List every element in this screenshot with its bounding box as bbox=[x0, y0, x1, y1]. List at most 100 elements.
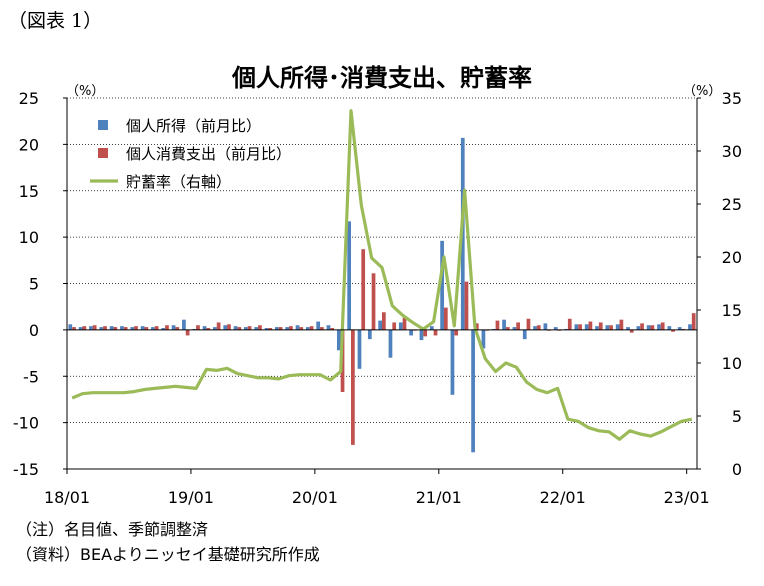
saving-rate-line bbox=[71, 109, 693, 441]
note-line: （注）名目値、季節調整済 bbox=[16, 520, 209, 539]
consumption-bar bbox=[382, 312, 386, 330]
consumption-bar bbox=[237, 327, 242, 330]
gridlines bbox=[67, 97, 697, 424]
income-bar bbox=[398, 322, 403, 330]
income-bar bbox=[440, 240, 444, 330]
consumption-bar bbox=[660, 322, 665, 330]
income-bar bbox=[336, 329, 341, 351]
consumption-bar bbox=[443, 307, 448, 330]
consumption-bar bbox=[526, 318, 531, 330]
bar-series bbox=[68, 137, 696, 453]
income-bar bbox=[244, 327, 248, 330]
legend-label: 個人消費支出（前月比） bbox=[126, 145, 291, 163]
consumption-bar bbox=[82, 326, 87, 330]
left-tick-label: 5 bbox=[29, 275, 39, 294]
income-bar bbox=[275, 327, 279, 330]
legend-label: 個人所得（前月比） bbox=[126, 117, 261, 135]
income-bar bbox=[316, 321, 321, 330]
income-bar bbox=[305, 327, 310, 330]
consumption-bar bbox=[650, 325, 655, 330]
consumption-bar bbox=[671, 329, 675, 332]
consumption-bar bbox=[578, 324, 582, 330]
chart-title: 個人所得･消費支出、貯蓄率 bbox=[232, 64, 532, 92]
consumption-bar bbox=[206, 328, 211, 330]
x-tick-label: 18/01 bbox=[44, 488, 90, 507]
income-bar bbox=[615, 324, 620, 330]
income-bar bbox=[584, 324, 589, 330]
income-bar bbox=[130, 327, 135, 330]
source-line: （資料）BEAよりニッセイ基礎研究所作成 bbox=[16, 545, 320, 564]
left-tick-label: -10 bbox=[13, 414, 39, 433]
income-bar bbox=[182, 319, 186, 330]
consumption-bar bbox=[371, 273, 376, 330]
income-bar bbox=[388, 329, 393, 358]
income-bar bbox=[595, 326, 599, 330]
income-bar bbox=[378, 320, 382, 330]
x-tick-label: 21/01 bbox=[416, 488, 462, 507]
consumption-bar bbox=[268, 328, 273, 330]
consumption-bar bbox=[454, 329, 459, 336]
income-bar bbox=[512, 327, 517, 330]
income-bar bbox=[161, 328, 166, 330]
income-bar bbox=[657, 324, 661, 330]
income-bar bbox=[120, 326, 124, 330]
consumption-bar bbox=[423, 329, 428, 337]
right-tick-label: 5 bbox=[732, 407, 742, 426]
income-bar bbox=[471, 329, 475, 453]
right-axis-unit: （%） bbox=[683, 84, 722, 99]
consumption-bar bbox=[289, 326, 293, 330]
left-tick-label: -15 bbox=[13, 460, 39, 479]
line-series bbox=[71, 109, 693, 441]
income-bar bbox=[502, 319, 506, 330]
right-tick-label: 15 bbox=[722, 301, 742, 320]
consumption-bar bbox=[433, 329, 438, 336]
income-bar bbox=[68, 324, 73, 330]
income-bar bbox=[688, 324, 692, 330]
income-bar bbox=[254, 327, 259, 330]
consumption-bar bbox=[567, 318, 572, 330]
consumption-bar bbox=[640, 323, 644, 330]
right-tick-label: 25 bbox=[722, 195, 742, 214]
consumption-bar bbox=[609, 325, 613, 330]
income-bar bbox=[543, 323, 548, 330]
income-bar bbox=[626, 327, 630, 330]
x-tick-label: 22/01 bbox=[540, 488, 586, 507]
consumption-bar bbox=[536, 325, 541, 330]
income-bar bbox=[223, 325, 228, 330]
left-axis-unit: （%） bbox=[66, 84, 105, 99]
legend: 個人所得（前月比） 個人消費支出（前月比） 貯蓄率（右軸） bbox=[90, 117, 291, 191]
figure-label: （図表 1） bbox=[8, 10, 103, 32]
income-bar bbox=[522, 329, 527, 340]
legend-swatch-income bbox=[98, 120, 108, 130]
consumption-bar bbox=[598, 322, 603, 330]
left-tick-label: 10 bbox=[19, 228, 39, 247]
tick-labels: -15 -10 -5 0 5 10 15 20 25 0 5 10 15 20 25 30 35 18/01 19/… bbox=[13, 89, 742, 507]
income-bar bbox=[213, 327, 217, 330]
legend-swatch-consumption bbox=[98, 148, 108, 158]
income-bar bbox=[450, 329, 455, 395]
income-bar bbox=[429, 326, 434, 330]
income-bar bbox=[99, 327, 104, 330]
consumption-bar bbox=[227, 324, 231, 330]
consumption-bar bbox=[361, 249, 366, 330]
x-tick-label: 23/01 bbox=[664, 488, 710, 507]
consumption-bar bbox=[216, 322, 221, 330]
right-tick-label: 10 bbox=[722, 354, 742, 373]
income-bar bbox=[151, 327, 155, 330]
consumption-bar bbox=[113, 327, 118, 330]
income-bar bbox=[574, 324, 579, 330]
left-tick-label: 20 bbox=[19, 135, 39, 154]
consumption-bar bbox=[144, 327, 149, 330]
consumption-bar bbox=[92, 325, 97, 330]
income-bar bbox=[667, 326, 672, 330]
consumption-bar bbox=[392, 322, 397, 330]
x-tick-label: 19/01 bbox=[168, 488, 214, 507]
chart-area: -15 -10 -5 0 5 10 15 20 25 0 5 10 15 20 25 30 35 18/01 19/… bbox=[13, 89, 742, 507]
consumption-bar bbox=[123, 327, 128, 330]
consumption-bar bbox=[402, 317, 407, 330]
right-tick-label: 20 bbox=[722, 248, 742, 267]
consumption-bar bbox=[619, 319, 624, 330]
income-bar bbox=[347, 221, 352, 330]
income-bar bbox=[357, 329, 362, 369]
right-tick-label: 30 bbox=[722, 142, 742, 161]
